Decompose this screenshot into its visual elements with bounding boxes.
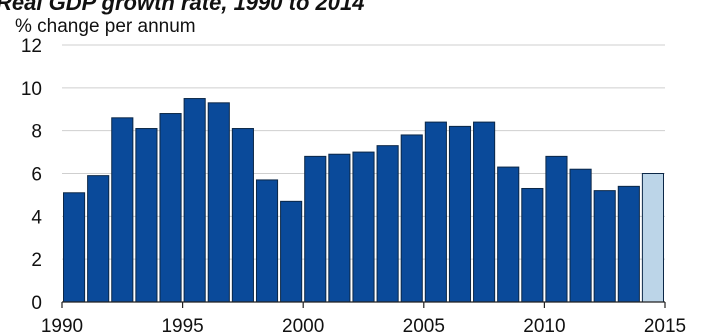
bar-2000 [305,156,326,302]
bar-1998 [256,180,277,302]
bar-2011 [570,169,591,302]
bar-2009 [522,188,543,302]
y-axis-unit-label: % change per annum [15,16,196,37]
bar-2005 [425,122,446,302]
bar-2004 [401,135,422,302]
chart-title: Real GDP growth rate, 1990 to 2014 [0,0,364,15]
x-tick-label: 1990 [41,316,83,335]
bar-1997 [232,129,253,302]
bar-1999 [281,201,302,302]
y-tick-label: 8 [31,122,42,143]
bar-2012 [594,191,615,302]
bar-2003 [377,146,398,302]
y-tick-label: 4 [31,207,42,228]
bar-2001 [329,154,350,302]
bar-2002 [353,152,374,302]
bar-1992 [112,118,133,302]
x-tick-label: 2005 [403,316,445,335]
x-tick-label: 2015 [644,316,686,335]
bar-1996 [208,103,229,302]
bars [64,99,664,302]
bar-2014 [642,174,663,303]
bar-1994 [160,114,181,302]
x-tick-label: 1995 [161,316,203,335]
bar-2008 [498,167,519,302]
bar-2007 [474,122,495,302]
y-tick-label: 2 [31,250,42,271]
y-tick-label: 0 [31,293,42,314]
bar-1993 [136,129,157,302]
bar-1991 [88,176,109,302]
y-tick-label: 12 [21,36,42,57]
y-tick-label: 10 [21,79,42,100]
bar-1990 [64,193,85,302]
bar-2013 [618,186,639,302]
x-tick-label: 2000 [282,316,324,335]
bar-2010 [546,156,567,302]
bar-1995 [184,99,205,302]
bar-2006 [449,126,470,302]
y-tick-label: 6 [31,165,42,186]
x-tick-label: 2010 [523,316,565,335]
